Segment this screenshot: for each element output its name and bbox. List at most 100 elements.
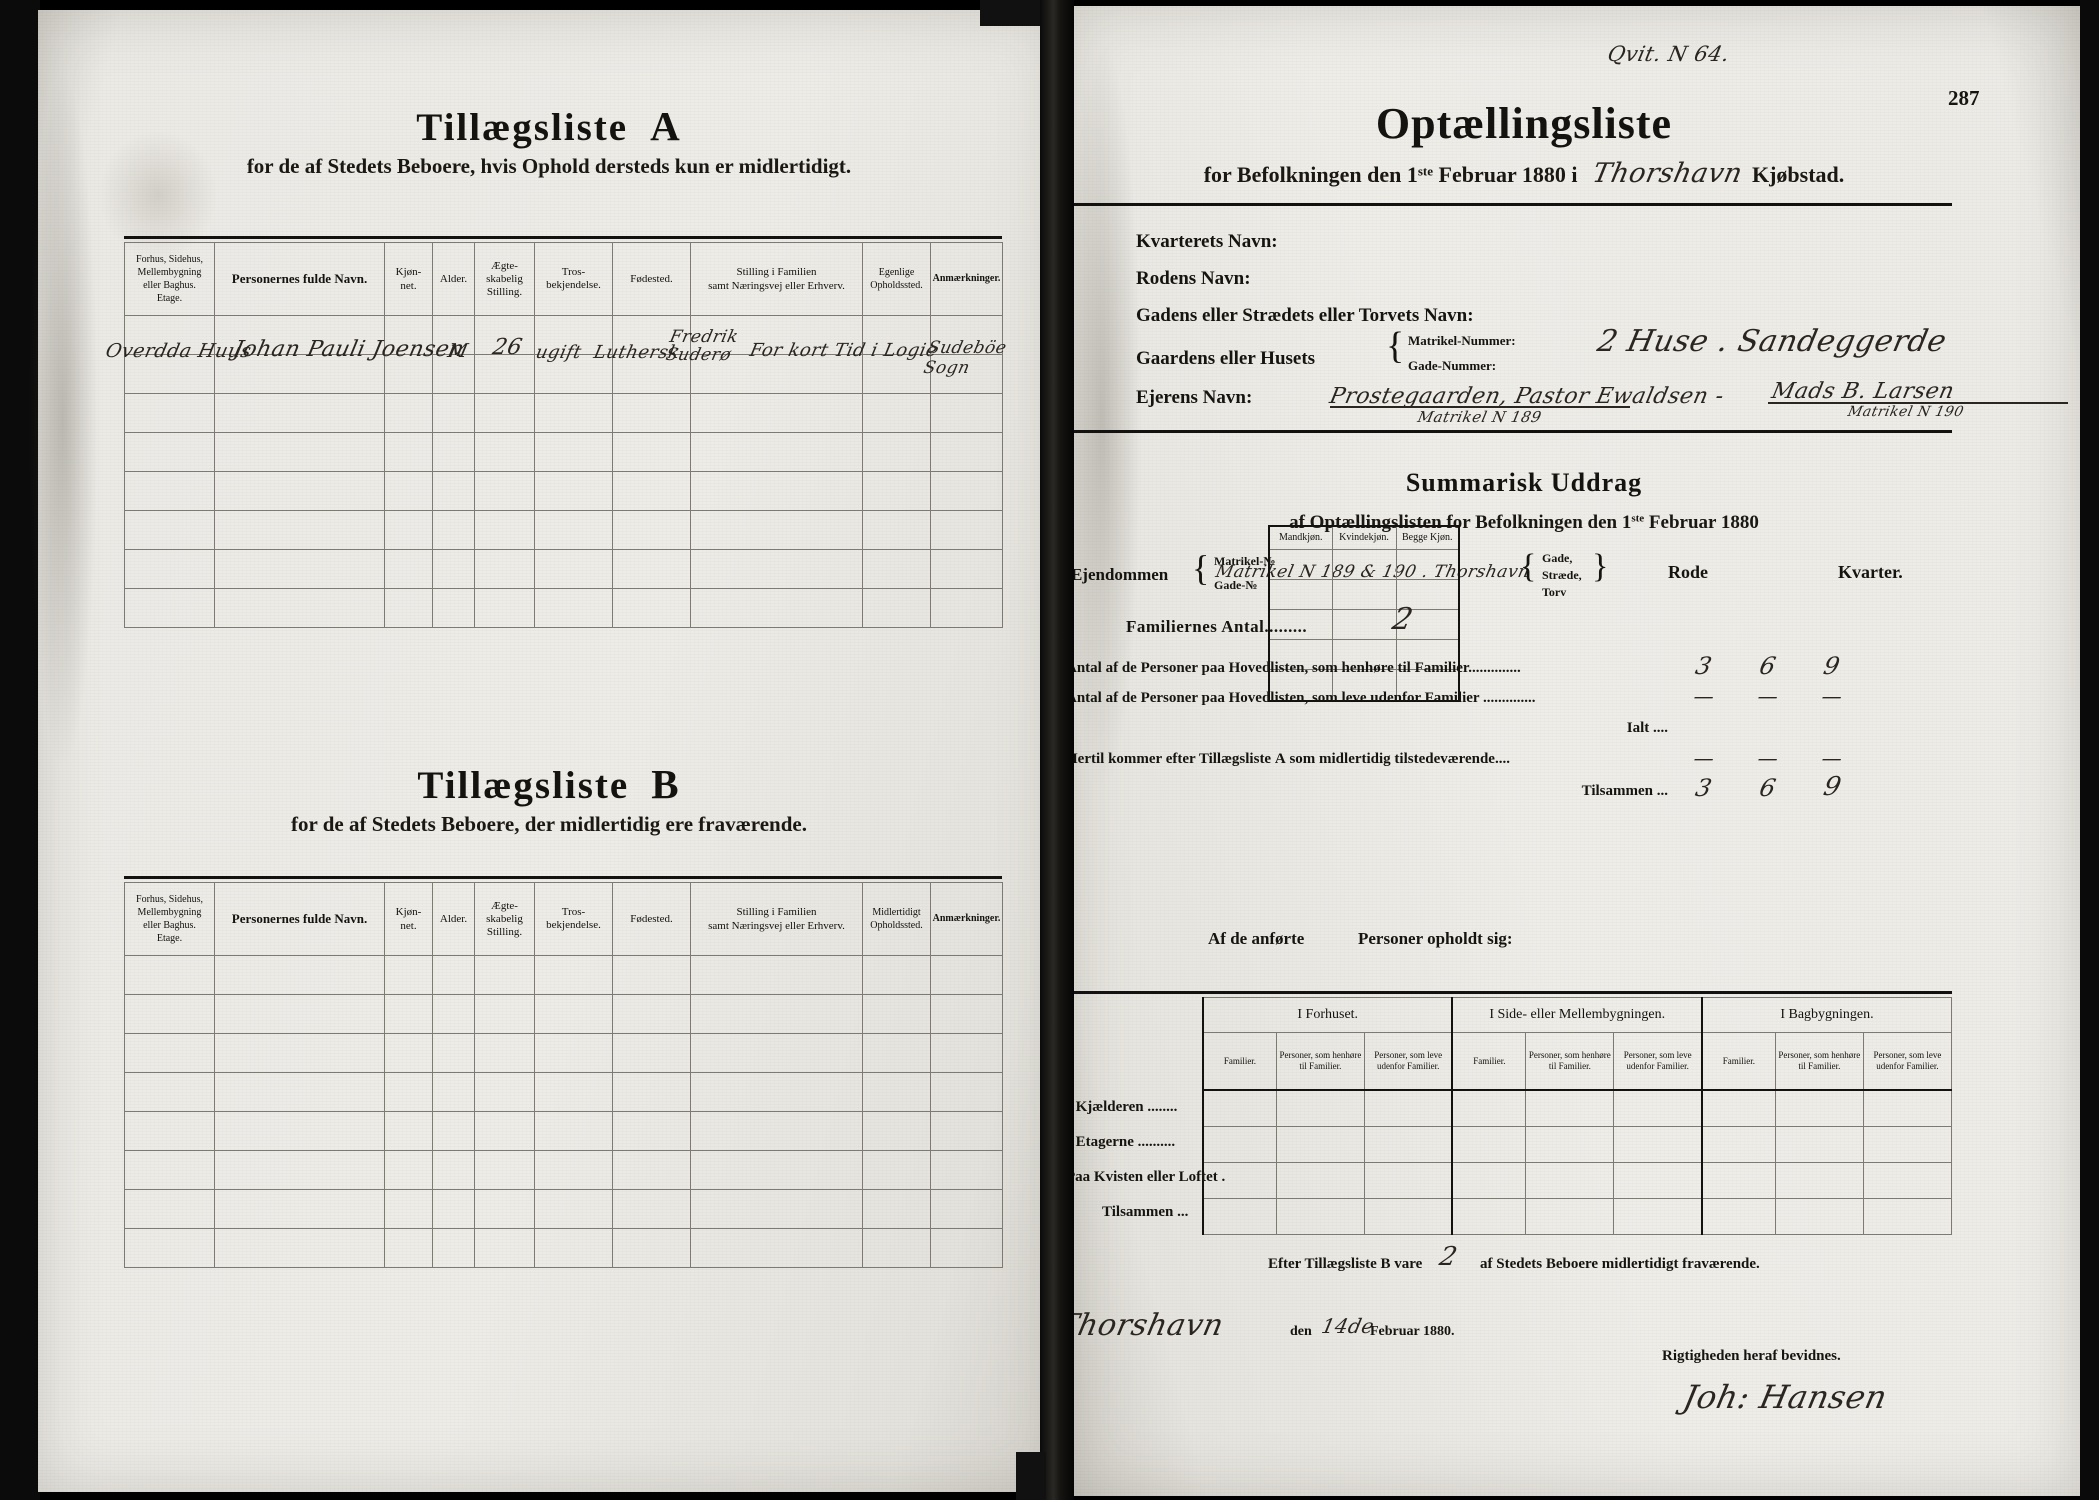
right-black-edge	[2080, 0, 2099, 1500]
hw-count-r4-k: 6	[1757, 774, 1779, 802]
table-list-a: Forhus, Sidehus, Mellembygning eller Baghu…	[124, 242, 1003, 628]
table-row	[124, 1150, 1003, 1190]
hw-a-position: For kort Tid i Logie	[747, 340, 940, 361]
hw-a-birthplace: Fredrik Suderø	[663, 327, 741, 365]
brace-street-right-icon: {	[1592, 548, 1609, 585]
list-a-letter: A	[650, 103, 682, 149]
right-page: Qvit. N 64. 287 Optællingsliste for Befo…	[1054, 6, 2080, 1496]
cell-a-position	[690, 315, 863, 355]
table-row	[124, 1033, 1003, 1073]
rode-label: Rode	[1668, 562, 1708, 582]
hw-count-r1-m: —	[1691, 684, 1718, 708]
summary-row	[1268, 549, 1460, 580]
col-a-dwelling: Forhus, Sidehus, Mellembygning eller Baghu…	[124, 242, 215, 316]
brace-line-straede: Stræde,	[1542, 568, 1582, 582]
occupancy-row	[1201, 1089, 1953, 1127]
table-row	[124, 393, 1003, 433]
table-row	[124, 549, 1003, 589]
occupancy-row	[1201, 1126, 1953, 1163]
occupancy-caption-pre: Af de anførte	[1208, 929, 1305, 948]
cell-a-religion	[534, 315, 613, 355]
col-b-age: Alder.	[432, 882, 475, 956]
brace-estate-icon: {	[1192, 548, 1210, 588]
occupancy-group-forhuset: I Forhuset.	[1201, 997, 1453, 1033]
optaellingsliste-title: Optællingsliste	[1375, 99, 1673, 148]
field-label-owner: Ejerens Navn:	[1136, 387, 1253, 408]
hw-a-age: 26	[490, 335, 525, 360]
families-label: Familiernes Antal.........	[1126, 617, 1308, 636]
occupancy-row	[1201, 1162, 1953, 1199]
hw-count-r3-b: —	[1819, 746, 1846, 770]
occupancy-row-label-etagerne: I Etagerne ..........	[1066, 1134, 1176, 1150]
list-a-subtitle-bold: midlertidigt.	[738, 154, 852, 178]
estate-label: i Ejendommen	[1062, 565, 1169, 584]
field-label-gadenr: Gade-Nummer:	[1408, 358, 1497, 373]
field-label-gade: Gadens eller Strædets eller Torvets Navn…	[1136, 305, 1474, 326]
left-page: Tillægsliste A for de af Stedets Beboere…	[28, 10, 1060, 1492]
left-black-edge	[0, 0, 40, 1500]
occ-sub-out-3: Personer, som leve udenfor Familier.	[1862, 1032, 1953, 1091]
table-row	[124, 432, 1003, 472]
occ-sub-in-3: Personer, som henhøre til Familier.	[1774, 1032, 1864, 1091]
table-row	[124, 1228, 1003, 1268]
summary-label-outside-families: Antal af de Personer paa Hovedlisten, so…	[1066, 690, 1536, 706]
edge-shadow-right	[1062, 36, 1142, 796]
hw-count-r1-b: —	[1819, 684, 1846, 708]
summary-row	[1268, 609, 1460, 640]
hw-count-r4-b: 9	[1820, 772, 1845, 802]
col-a-religion: Tros-bekjendelse.	[534, 242, 613, 316]
hw-footer-list-b-value: 2	[1436, 1242, 1461, 1272]
summary-label-tilsammen: Tilsammen ...	[1581, 783, 1668, 799]
hw-signature: Joh: Hansen	[1679, 1378, 1891, 1416]
occupancy-table: I Forhuset. I Side- eller Mellembygninge…	[1201, 997, 1953, 1235]
list-b-subtitle: for de af Stedets Beboere, der midlertid…	[291, 812, 699, 836]
table-row	[124, 1189, 1003, 1229]
optaellingsliste-subtitle-mid: Februar 1880 i	[1433, 162, 1583, 187]
brace-line-gade: Gade,	[1542, 551, 1573, 565]
hw-count-r0-b: 9	[1821, 652, 1843, 680]
hw-a-residence: Sudeböe Sogn	[921, 338, 1009, 378]
table-row	[124, 588, 1003, 628]
summary-title: Summarisk Uddrag	[1405, 468, 1643, 497]
table-row	[124, 354, 1003, 394]
hw-a-marital: ugift	[533, 342, 584, 363]
summary-col-female: Kvindekjøn.	[1331, 525, 1397, 550]
col-a-notes: Anmærkninger.	[930, 242, 1003, 316]
summary-col-male: Mandkjøn.	[1268, 525, 1333, 550]
occupancy-group-header: I Forhuset. I Side- eller Mellembygninge…	[1201, 997, 1952, 1033]
field-label-rode: Rodens Navn:	[1136, 268, 1251, 289]
summary-counts-header: Mandkjøn. Kvindekjøn. Begge Kjøn.	[1268, 525, 1460, 550]
field-label-kvarter: Kvarterets Navn:	[1136, 231, 1278, 252]
summary-row	[1268, 639, 1460, 670]
occupancy-row	[1201, 1198, 1953, 1235]
list-a-subtitle: for de af Stedets Beboere, hvis Ophold d…	[246, 154, 739, 178]
hw-count-r3-k: —	[1755, 746, 1782, 770]
footer-attest: Rigtigheden heraf bevidnes.	[1662, 1348, 1841, 1364]
footer-list-b-pre: Efter Tillægsliste B vare	[1268, 1256, 1423, 1272]
occ-sub-in-1: Personer, som henhøre til Familier.	[1275, 1032, 1365, 1091]
summary-row	[1268, 579, 1460, 610]
cell-a-age	[432, 315, 475, 355]
owner-underline-2	[1768, 402, 2068, 404]
occ-sub-fam-3: Familier.	[1700, 1032, 1776, 1091]
hw-footer-place: Thorshavn	[1054, 1308, 1227, 1343]
rule-b-top	[124, 876, 1002, 879]
optaellingsliste-subtitle-post: Kjøbstad.	[1751, 162, 1845, 187]
rule-a-top	[124, 236, 1002, 239]
summary-col-both: Begge Kjøn.	[1395, 525, 1460, 550]
table-row	[124, 471, 1003, 511]
list-b-letter: B	[651, 761, 681, 807]
occupancy-caption-post: Personer opholdt sig:	[1358, 929, 1513, 948]
col-b-marital: Ægte-skabelig Stilling.	[474, 882, 535, 956]
table-row	[124, 1111, 1003, 1151]
table-row	[124, 994, 1003, 1034]
summary-subtitle-post: Februar 1880	[1644, 512, 1759, 533]
field-label-matrikel: Matrikel-Nummer:	[1408, 333, 1516, 348]
occupancy-sub-header: Familier. Personer, som henhøre til Fami…	[1201, 1032, 1953, 1091]
col-a-position: Stilling i Familien samt Næringsvej eller…	[690, 242, 863, 316]
brace-line-torv: Torv	[1542, 585, 1567, 599]
footer-den-label: den	[1290, 1324, 1312, 1339]
estate-sub1: Matrikel-№	[1214, 554, 1276, 568]
header-place-value: Thorshavn	[1589, 158, 1746, 189]
bottom-notch	[1016, 1452, 1046, 1500]
